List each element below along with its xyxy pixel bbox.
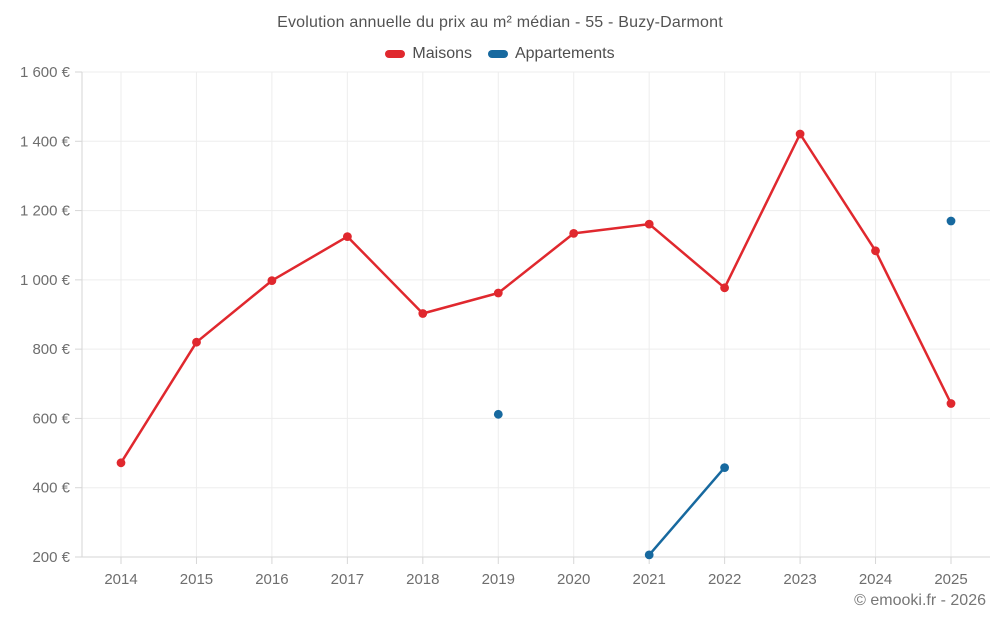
data-point-appartements-2019[interactable] <box>493 409 503 419</box>
y-tick-label: 800 € <box>32 341 70 358</box>
x-tick-label: 2025 <box>934 571 967 588</box>
y-tick-label: 1 400 € <box>20 133 71 150</box>
data-point-maisons-2022[interactable] <box>720 283 729 293</box>
y-tick-label: 1 000 € <box>20 272 71 289</box>
data-point-maisons-2025[interactable] <box>946 399 956 408</box>
x-tick-label: 2019 <box>482 571 515 588</box>
legend-item-appartements[interactable]: Appartements <box>487 45 615 63</box>
data-point-maisons-2018[interactable] <box>418 309 428 318</box>
x-tick-label: 2015 <box>180 571 213 588</box>
x-tick-label: 2014 <box>104 571 137 588</box>
x-tick-label: 2022 <box>708 571 741 588</box>
legend-label-appartements: Appartements <box>514 45 615 62</box>
data-point-maisons-2016[interactable] <box>267 276 277 285</box>
chart-title: Evolution annuelle du prix au m² médian … <box>277 14 723 31</box>
data-point-maisons-2019[interactable] <box>493 288 503 298</box>
data-point-maisons-2014[interactable] <box>116 458 126 468</box>
data-point-maisons-2017[interactable] <box>343 232 352 242</box>
legend-item-maisons[interactable]: Maisons <box>385 45 472 63</box>
x-tick-label: 2016 <box>255 571 288 588</box>
maisons-series-swatch-icon <box>385 50 406 58</box>
x-tick-label: 2020 <box>557 571 590 588</box>
y-tick-label: 1 600 € <box>20 64 71 81</box>
y-tick-label: 200 € <box>32 549 70 566</box>
data-point-maisons-2015[interactable] <box>192 337 201 347</box>
data-point-appartements-2021[interactable] <box>644 550 654 560</box>
legend: Maisons Appartements <box>0 45 1000 63</box>
data-point-maisons-2023[interactable] <box>795 129 805 139</box>
appartements-series-swatch-icon <box>487 50 508 58</box>
data-point-maisons-2021[interactable] <box>644 219 654 229</box>
series-line-maisons <box>119 132 953 465</box>
x-tick-label: 2024 <box>859 571 892 588</box>
x-tick-label: 2018 <box>406 571 439 588</box>
y-tick-label: 400 € <box>32 480 70 497</box>
x-tick-label: 2023 <box>783 571 816 588</box>
y-tick-label: 1 200 € <box>20 203 71 220</box>
data-point-maisons-2024[interactable] <box>871 246 880 256</box>
data-point-appartements-2025[interactable] <box>946 216 956 226</box>
x-tick-label: 2021 <box>632 571 665 588</box>
x-tick-label: 2017 <box>331 571 364 588</box>
data-point-maisons-2020[interactable] <box>569 229 579 238</box>
data-point-appartements-2022[interactable] <box>720 463 729 472</box>
legend-label-maisons: Maisons <box>412 45 472 62</box>
y-tick-label: 600 € <box>32 410 70 427</box>
copyright-footer: © emooki.fr - 2026 <box>854 592 986 609</box>
